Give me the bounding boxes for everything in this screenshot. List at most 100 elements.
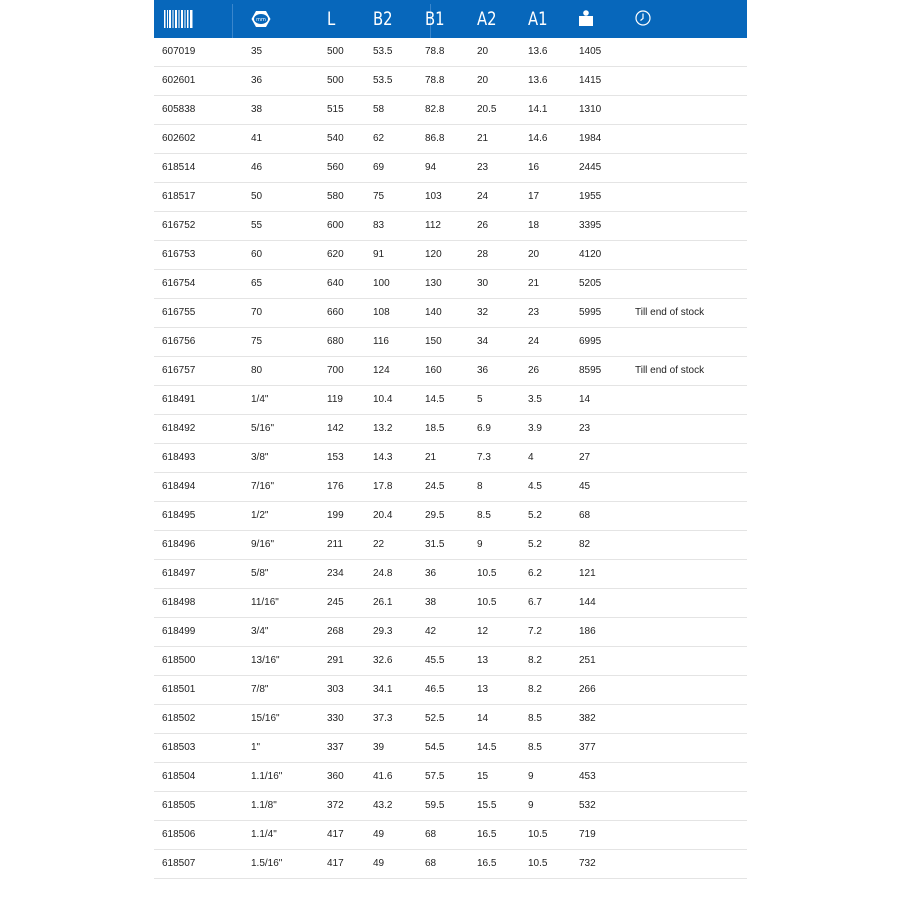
header-l[interactable]: L xyxy=(327,8,336,30)
a2-cell: 14 xyxy=(477,713,489,724)
table-row[interactable]: 618504 1.1/16" 360 41.6 57.5 15 9 453 xyxy=(154,763,747,792)
table-row[interactable]: 618499 3/4" 268 29.3 42 12 7.2 186 xyxy=(154,618,747,647)
weight-cell: 68 xyxy=(579,510,591,521)
a2-cell: 12 xyxy=(477,626,489,637)
article-number-cell: 616754 xyxy=(162,278,196,289)
article-number-cell: 618500 xyxy=(162,655,196,666)
size-cell: 5/16" xyxy=(251,423,275,434)
table-row[interactable]: 618517 50 580 75 103 24 17 1955 xyxy=(154,183,747,212)
size-cell: 1/2" xyxy=(251,510,269,521)
size-cell: 80 xyxy=(251,365,263,376)
article-number-cell: 618507 xyxy=(162,858,196,869)
a1-cell: 10.5 xyxy=(528,858,548,869)
table-row[interactable]: 602602 41 540 62 86.8 21 14.6 1984 xyxy=(154,125,747,154)
length-l-cell: 540 xyxy=(327,133,344,144)
weight-icon[interactable] xyxy=(579,10,593,26)
article-number-cell: 616757 xyxy=(162,365,196,376)
table-row[interactable]: 618497 5/8" 234 24.8 36 10.5 6.2 121 xyxy=(154,560,747,589)
table-row[interactable]: 616755 70 660 108 140 32 23 5995 Till end of sto… xyxy=(154,299,747,328)
table-row[interactable]: 618501 7/8" 303 34.1 46.5 13 8.2 266 xyxy=(154,676,747,705)
a2-cell: 20 xyxy=(477,75,489,86)
table-row[interactable]: 618502 15/16" 330 37.3 52.5 14 8.5 382 xyxy=(154,705,747,734)
length-l-cell: 360 xyxy=(327,771,344,782)
b2-cell: 124 xyxy=(373,365,390,376)
a2-cell: 26 xyxy=(477,220,489,231)
article-number-cell: 618498 xyxy=(162,597,196,608)
length-l-cell: 176 xyxy=(327,481,344,492)
header-divider xyxy=(232,4,233,38)
a2-cell: 9 xyxy=(477,539,483,550)
barcode-icon[interactable] xyxy=(164,10,194,28)
article-number-cell: 602601 xyxy=(162,75,196,86)
length-l-cell: 417 xyxy=(327,858,344,869)
table-row[interactable]: 607019 35 500 53.5 78.8 20 13.6 1405 xyxy=(154,38,747,67)
table-row[interactable]: 618498 11/16" 245 26.1 38 10.5 6.7 144 xyxy=(154,589,747,618)
size-cell: 3/8" xyxy=(251,452,269,463)
article-number-cell: 618506 xyxy=(162,829,196,840)
table-row[interactable]: 618493 3/8" 153 14.3 21 7.3 4 27 xyxy=(154,444,747,473)
header-b1[interactable]: B1 xyxy=(425,8,445,30)
article-number-cell: 618499 xyxy=(162,626,196,637)
b1-cell: 57.5 xyxy=(425,771,445,782)
a1-cell: 23 xyxy=(528,307,540,318)
a2-cell: 16.5 xyxy=(477,829,497,840)
availability-cell: Till end of stock xyxy=(635,307,705,318)
table-row[interactable]: 618494 7/16" 176 17.8 24.5 8 4.5 45 xyxy=(154,473,747,502)
table-row[interactable]: 618505 1.1/8" 372 43.2 59.5 15.5 9 532 xyxy=(154,792,747,821)
article-number-cell: 616755 xyxy=(162,307,196,318)
header-b2[interactable]: B2 xyxy=(373,8,393,30)
table-row[interactable]: 616752 55 600 83 112 26 18 3395 xyxy=(154,212,747,241)
table-row[interactable]: 618503 1" 337 39 54.5 14.5 8.5 377 xyxy=(154,734,747,763)
table-row[interactable]: 605838 38 515 58 82.8 20.5 14.1 1310 xyxy=(154,96,747,125)
table-row[interactable]: 602601 36 500 53.5 78.8 20 13.6 1415 xyxy=(154,67,747,96)
size-cell: 60 xyxy=(251,249,263,260)
table-row[interactable]: 618495 1/2" 199 20.4 29.5 8.5 5.2 68 xyxy=(154,502,747,531)
size-cell: 75 xyxy=(251,336,263,347)
table-row[interactable]: 618496 9/16" 211 22 31.5 9 5.2 82 xyxy=(154,531,747,560)
article-number-cell: 618494 xyxy=(162,481,196,492)
b1-cell: 42 xyxy=(425,626,437,637)
length-l-cell: 560 xyxy=(327,162,344,173)
b2-cell: 116 xyxy=(373,336,389,347)
table-row[interactable]: 618491 1/4" 119 10.4 14.5 5 3.5 14 xyxy=(154,386,747,415)
length-l-cell: 417 xyxy=(327,829,344,840)
article-number-cell: 618505 xyxy=(162,800,196,811)
table-row[interactable]: 616757 80 700 124 160 36 26 8595 Till end of sto… xyxy=(154,357,747,386)
header-a1[interactable]: A1 xyxy=(528,8,548,30)
article-number-cell: 618504 xyxy=(162,771,196,782)
table-row[interactable]: 618507 1.5/16" 417 49 68 16.5 10.5 732 xyxy=(154,850,747,879)
hex-nut-mm-icon[interactable]: mm xyxy=(251,10,271,28)
table-row[interactable]: 618500 13/16" 291 32.6 45.5 13 8.2 251 xyxy=(154,647,747,676)
b2-cell: 29.3 xyxy=(373,626,393,637)
a2-cell: 16.5 xyxy=(477,858,497,869)
b1-cell: 45.5 xyxy=(425,655,445,666)
a2-cell: 20 xyxy=(477,46,489,57)
size-cell: 46 xyxy=(251,162,263,173)
clock-icon[interactable] xyxy=(635,10,651,26)
b1-cell: 36 xyxy=(425,568,437,579)
b2-cell: 22 xyxy=(373,539,385,550)
b1-cell: 112 xyxy=(425,220,441,231)
header-a2[interactable]: A2 xyxy=(477,8,497,30)
length-l-cell: 500 xyxy=(327,75,344,86)
table-row[interactable]: 618506 1.1/4" 417 49 68 16.5 10.5 719 xyxy=(154,821,747,850)
a1-cell: 9 xyxy=(528,771,534,782)
b1-cell: 24.5 xyxy=(425,481,445,492)
size-cell: 1.5/16" xyxy=(251,858,283,869)
b1-cell: 160 xyxy=(425,365,442,376)
article-number-cell: 618492 xyxy=(162,423,196,434)
table-row[interactable]: 616753 60 620 91 120 28 20 4120 xyxy=(154,241,747,270)
b2-cell: 24.8 xyxy=(373,568,393,579)
b1-cell: 94 xyxy=(425,162,437,173)
a2-cell: 32 xyxy=(477,307,489,318)
table-row[interactable]: 618514 46 560 69 94 23 16 2445 xyxy=(154,154,747,183)
b1-cell: 130 xyxy=(425,278,442,289)
a1-cell: 3.5 xyxy=(528,394,542,405)
b1-cell: 78.8 xyxy=(425,46,445,57)
table-row[interactable]: 618492 5/16" 142 13.2 18.5 6.9 3.9 23 xyxy=(154,415,747,444)
b1-cell: 140 xyxy=(425,307,442,318)
a2-cell: 13 xyxy=(477,655,489,666)
table-row[interactable]: 616754 65 640 100 130 30 21 5205 xyxy=(154,270,747,299)
weight-cell: 1984 xyxy=(579,133,602,144)
table-row[interactable]: 616756 75 680 116 150 34 24 6995 xyxy=(154,328,747,357)
